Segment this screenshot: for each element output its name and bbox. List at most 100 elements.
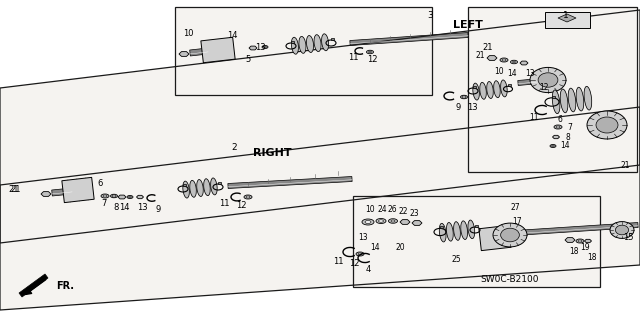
Ellipse shape (101, 194, 109, 198)
Polygon shape (41, 192, 51, 197)
Text: 12: 12 (540, 84, 548, 93)
Polygon shape (552, 96, 555, 98)
Ellipse shape (473, 83, 479, 100)
Ellipse shape (554, 125, 562, 129)
Polygon shape (479, 225, 511, 251)
Polygon shape (291, 41, 294, 43)
Text: 10: 10 (494, 68, 504, 77)
Ellipse shape (500, 80, 507, 97)
Ellipse shape (190, 180, 196, 197)
Ellipse shape (244, 195, 252, 199)
Ellipse shape (584, 86, 592, 110)
Text: 9: 9 (456, 102, 461, 112)
Text: LEFT: LEFT (453, 20, 483, 30)
Ellipse shape (538, 73, 558, 87)
Ellipse shape (369, 51, 371, 53)
Polygon shape (331, 38, 334, 40)
Polygon shape (412, 221, 422, 226)
Ellipse shape (204, 179, 210, 196)
Text: 11: 11 (219, 199, 229, 209)
Text: 13: 13 (525, 70, 535, 78)
Text: 18: 18 (588, 253, 596, 262)
Text: FR.: FR. (56, 281, 74, 291)
Ellipse shape (530, 67, 566, 93)
Polygon shape (487, 56, 497, 60)
Ellipse shape (307, 35, 314, 52)
Polygon shape (62, 177, 94, 203)
Ellipse shape (367, 50, 374, 54)
Ellipse shape (552, 145, 554, 147)
Text: 5: 5 (245, 56, 251, 64)
Ellipse shape (493, 81, 500, 98)
Polygon shape (515, 223, 638, 235)
Text: 21: 21 (476, 50, 484, 60)
Ellipse shape (112, 195, 116, 197)
Text: 22: 22 (398, 207, 408, 217)
Ellipse shape (576, 87, 584, 111)
Ellipse shape (127, 196, 133, 198)
Polygon shape (189, 48, 209, 56)
Polygon shape (545, 12, 590, 28)
Ellipse shape (356, 252, 364, 256)
Ellipse shape (560, 89, 568, 113)
Text: 14: 14 (560, 142, 570, 151)
Text: 3: 3 (427, 11, 433, 19)
Polygon shape (350, 33, 468, 46)
Text: 21: 21 (11, 186, 21, 195)
Text: 9: 9 (156, 204, 161, 213)
Text: 21: 21 (9, 186, 19, 195)
Ellipse shape (376, 219, 386, 224)
Polygon shape (218, 182, 221, 184)
Ellipse shape (262, 46, 268, 48)
Ellipse shape (568, 88, 576, 112)
Text: 14: 14 (370, 243, 380, 253)
Polygon shape (508, 84, 511, 86)
Ellipse shape (299, 36, 306, 53)
Ellipse shape (211, 178, 217, 195)
Text: 21: 21 (483, 42, 493, 51)
Text: 6: 6 (557, 115, 563, 124)
Text: SW0C-B2100: SW0C-B2100 (481, 276, 540, 285)
Text: 24: 24 (377, 205, 387, 214)
Ellipse shape (480, 82, 486, 99)
Ellipse shape (500, 228, 519, 242)
Ellipse shape (587, 111, 627, 139)
Text: 15: 15 (623, 234, 633, 242)
Ellipse shape (462, 96, 466, 98)
Ellipse shape (556, 126, 560, 128)
Text: 1: 1 (563, 11, 569, 19)
Text: 8: 8 (566, 132, 570, 142)
Text: 13: 13 (467, 102, 477, 112)
Ellipse shape (487, 82, 493, 99)
Polygon shape (118, 195, 126, 199)
Text: 17: 17 (512, 218, 522, 226)
Ellipse shape (246, 196, 250, 198)
Ellipse shape (103, 195, 107, 197)
Ellipse shape (291, 37, 298, 54)
Polygon shape (353, 196, 600, 287)
Text: RIGHT: RIGHT (253, 148, 291, 158)
Polygon shape (136, 195, 143, 199)
Ellipse shape (183, 181, 189, 198)
Text: 7: 7 (101, 198, 107, 207)
Text: 2: 2 (231, 144, 237, 152)
Text: 18: 18 (569, 248, 579, 256)
Polygon shape (400, 219, 410, 224)
Text: 14: 14 (119, 203, 129, 211)
Text: 4: 4 (365, 265, 371, 275)
Ellipse shape (391, 220, 395, 222)
Ellipse shape (111, 194, 118, 198)
Polygon shape (552, 135, 559, 139)
Polygon shape (19, 274, 48, 297)
Ellipse shape (129, 196, 131, 198)
Polygon shape (518, 78, 540, 85)
Ellipse shape (578, 240, 582, 242)
Text: 11: 11 (348, 54, 358, 63)
Polygon shape (201, 37, 235, 63)
Polygon shape (520, 61, 528, 65)
Ellipse shape (461, 95, 467, 99)
Text: 13: 13 (255, 43, 266, 53)
Ellipse shape (500, 58, 508, 62)
Polygon shape (0, 10, 640, 243)
Polygon shape (565, 238, 575, 242)
